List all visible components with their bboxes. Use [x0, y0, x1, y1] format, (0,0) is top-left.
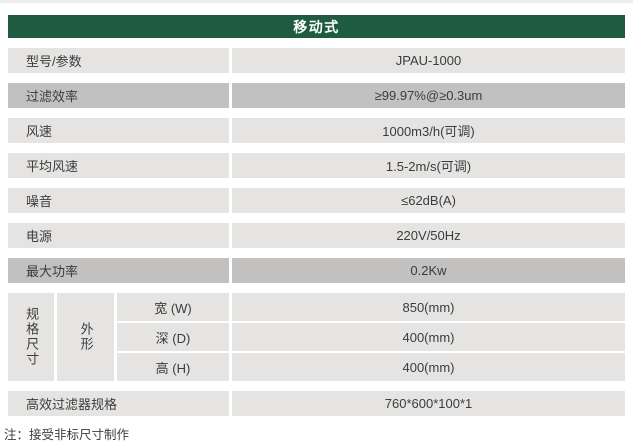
dimensions-subgroup-cell: 外形	[57, 293, 114, 381]
row-value: 760*600*100*1	[232, 391, 625, 416]
row-label: 高效过滤器规格	[8, 391, 229, 416]
spec-table: 移动式 型号/参数 JPAU-1000 过滤效率 ≥99.97%@≥0.3um …	[8, 15, 625, 416]
row-filtration-efficiency: 过滤效率 ≥99.97%@≥0.3um	[8, 83, 625, 108]
row-depth: 深 (D) 400(mm)	[117, 323, 625, 351]
table-title-bar: 移动式	[8, 15, 625, 38]
dim-value: 400(mm)	[232, 323, 625, 351]
row-model-params: 型号/参数 JPAU-1000	[8, 48, 625, 73]
row-air-volume: 风速 1000m3/h(可调)	[8, 118, 625, 143]
dim-value: 400(mm)	[232, 353, 625, 381]
dim-value: 850(mm)	[232, 293, 625, 321]
row-label: 电源	[8, 223, 229, 248]
row-width: 宽 (W) 850(mm)	[117, 293, 625, 321]
dim-label: 宽 (W)	[117, 293, 229, 321]
row-label: 平均风速	[8, 153, 229, 178]
production-note: 注：接受非标尺寸制作	[4, 428, 130, 442]
top-strip	[0, 0, 633, 3]
row-height: 高 (H) 400(mm)	[117, 353, 625, 381]
dimensions-group-cell: 规格尺寸	[8, 293, 54, 381]
dimensions-section: 规格尺寸 外形 宽 (W) 850(mm) 深 (D) 400(mm) 高 (H…	[8, 293, 625, 381]
dimensions-subgroup-label: 外形	[78, 322, 94, 352]
row-label: 噪音	[8, 188, 229, 213]
row-label: 最大功率	[8, 258, 229, 283]
row-value: 220V/50Hz	[232, 223, 625, 248]
row-label: 过滤效率	[8, 83, 229, 108]
row-value: 1.5-2m/s(可调)	[232, 153, 625, 178]
dim-label: 深 (D)	[117, 323, 229, 351]
row-hepa-filter-spec: 高效过滤器规格 760*600*100*1	[8, 391, 625, 416]
row-max-power: 最大功率 0.2Kw	[8, 258, 625, 283]
row-value: 1000m3/h(可调)	[232, 118, 625, 143]
row-noise: 噪音 ≤62dB(A)	[8, 188, 625, 213]
dimensions-group-label: 规格尺寸	[24, 307, 40, 367]
row-value: ≥99.97%@≥0.3um	[232, 83, 625, 108]
row-value: 0.2Kw	[232, 258, 625, 283]
row-value: JPAU-1000	[232, 48, 625, 73]
row-label: 风速	[8, 118, 229, 143]
row-label: 型号/参数	[8, 48, 229, 73]
dimension-rows: 宽 (W) 850(mm) 深 (D) 400(mm) 高 (H) 400(mm…	[117, 293, 625, 381]
table-title: 移动式	[293, 18, 340, 35]
row-power-supply: 电源 220V/50Hz	[8, 223, 625, 248]
row-value: ≤62dB(A)	[232, 188, 625, 213]
row-average-air-speed: 平均风速 1.5-2m/s(可调)	[8, 153, 625, 178]
dim-label: 高 (H)	[117, 353, 229, 381]
